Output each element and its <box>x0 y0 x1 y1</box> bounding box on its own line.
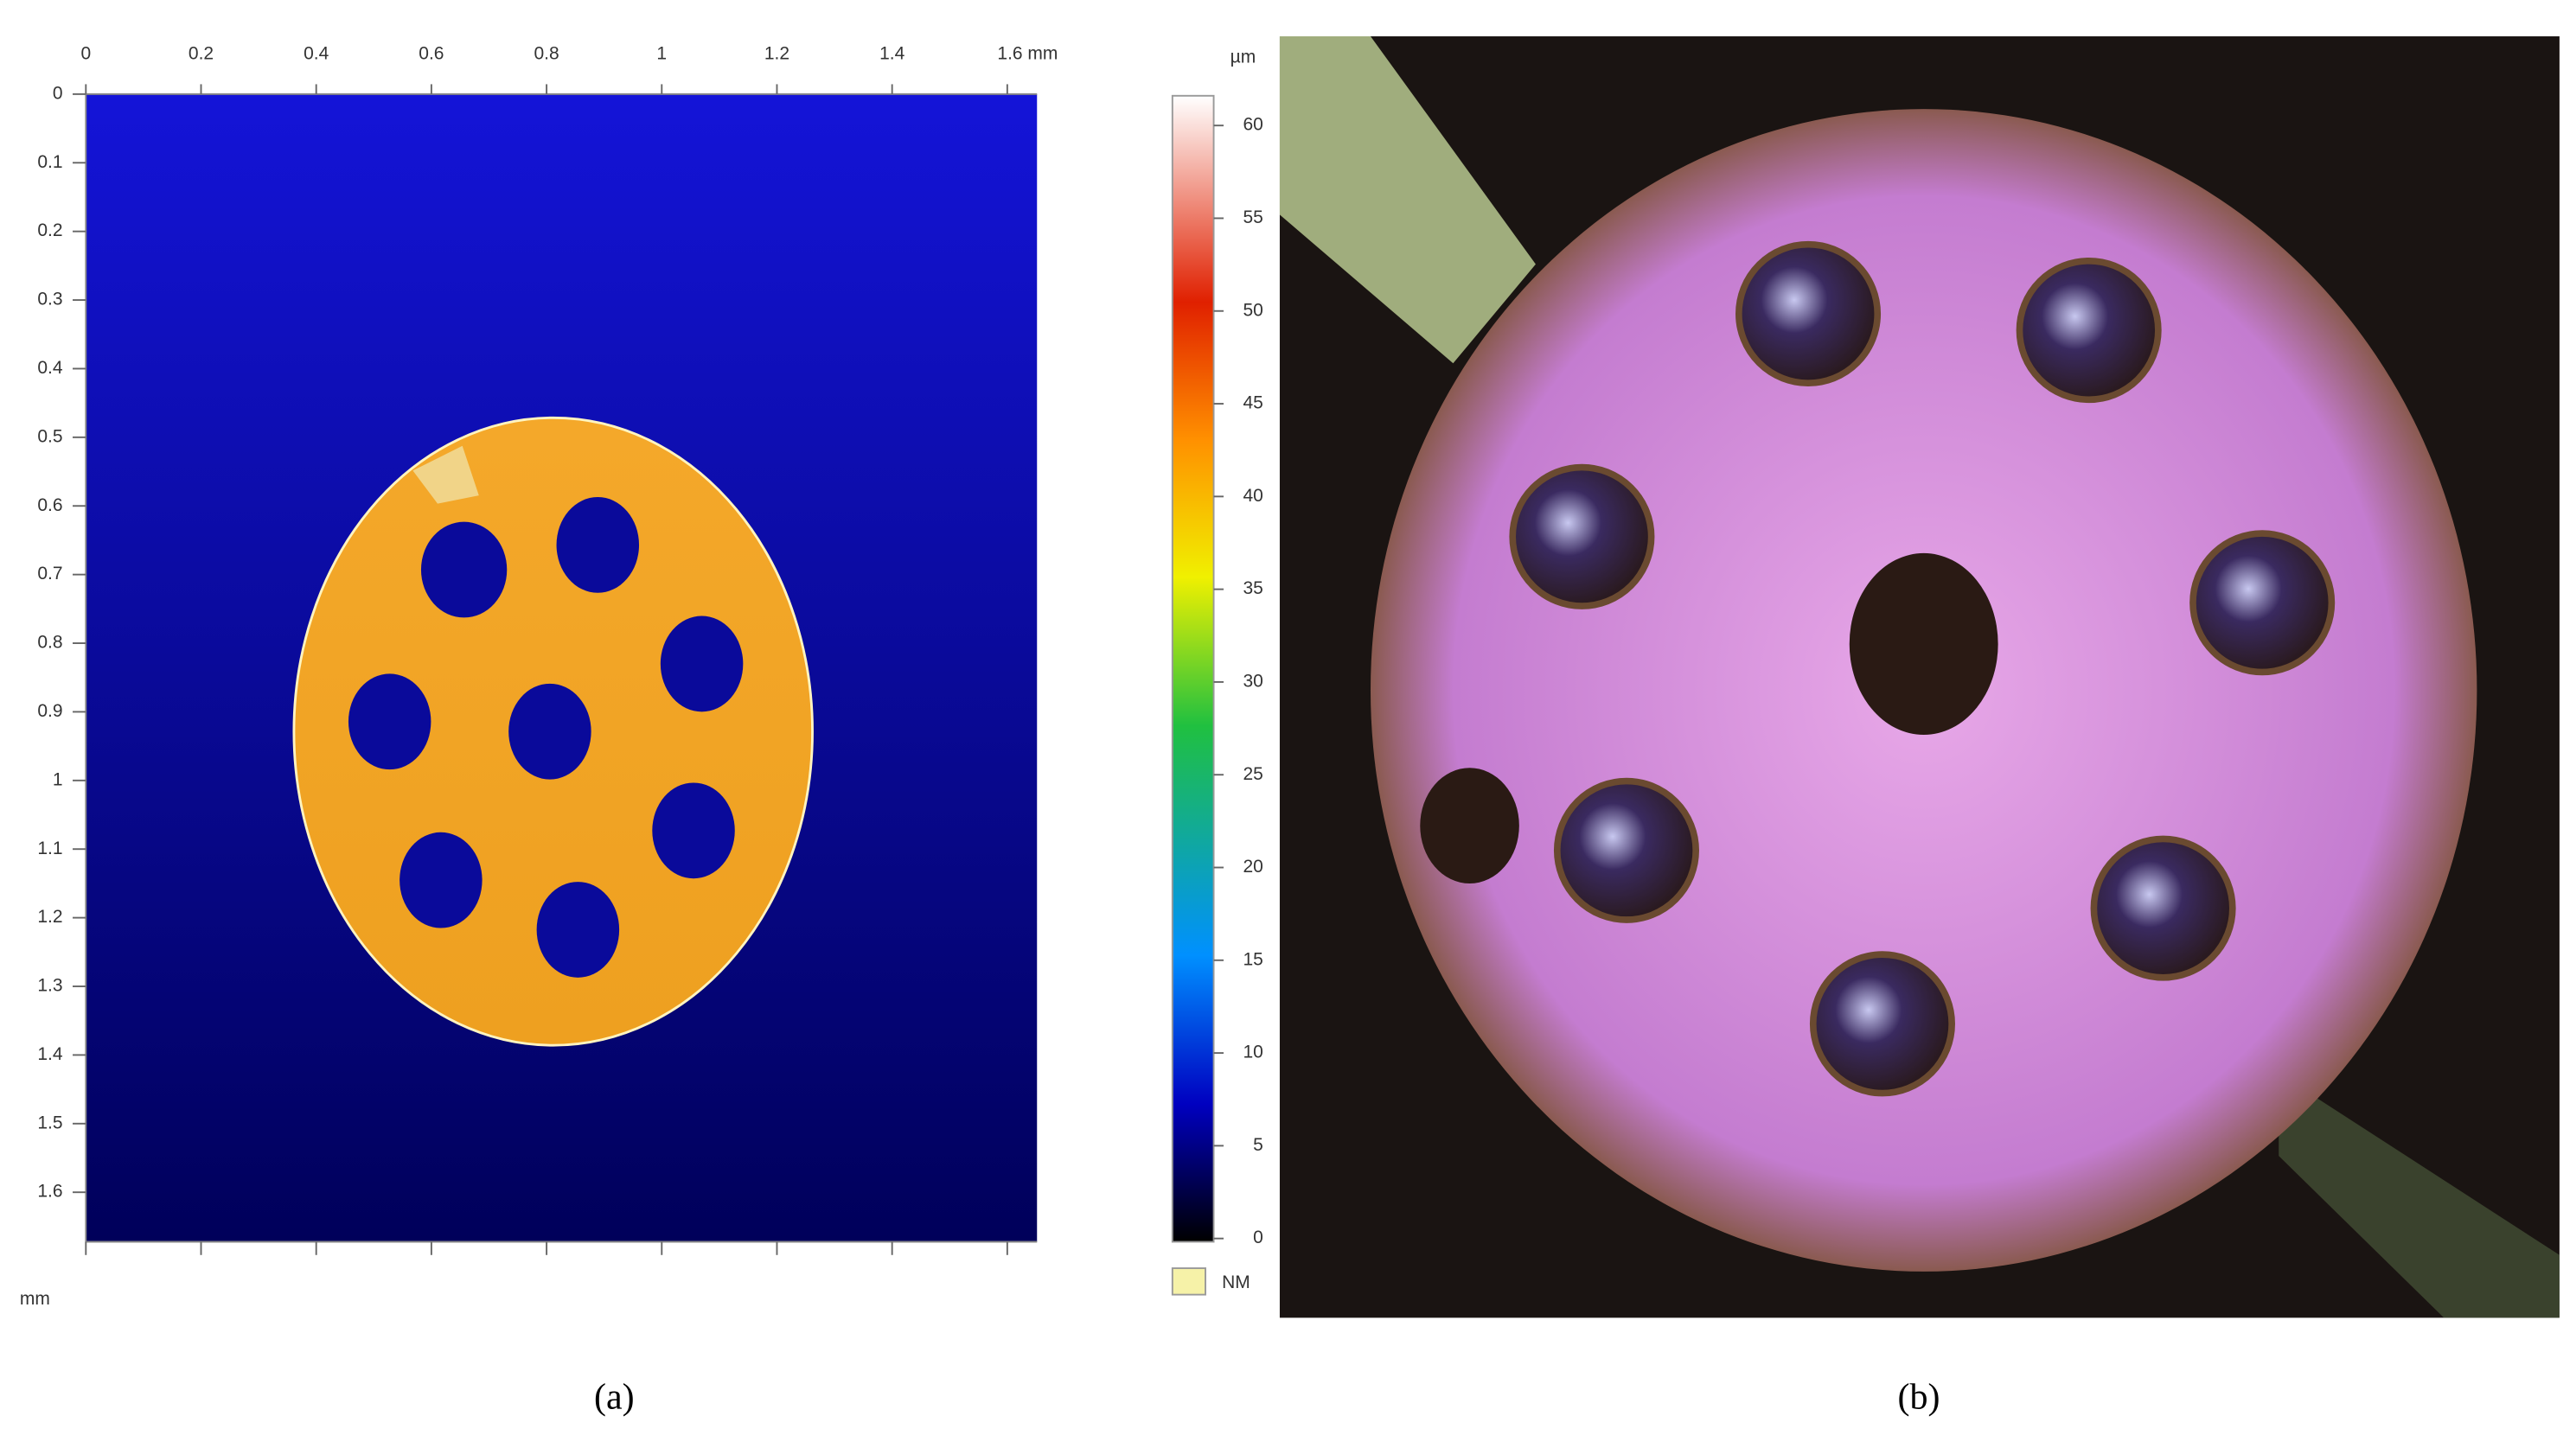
y-tick-label: 0.2 <box>37 220 62 240</box>
y-tick-label: 0 <box>53 83 63 103</box>
colorbar-tick-label: 45 <box>1243 393 1263 413</box>
x-tick-label: 1.4 <box>879 44 905 64</box>
x-tick-label: 1.6 mm <box>997 44 1058 64</box>
x-tick-label: 0 <box>80 44 91 64</box>
colorbar-tick-label: 15 <box>1243 949 1263 969</box>
colorbar <box>1171 94 1215 1243</box>
y-tick-label: 1 <box>53 769 63 789</box>
photo <box>1279 36 2560 1318</box>
x-tick-label: 0.4 <box>304 44 329 64</box>
colorbar-unit: µm <box>1230 47 1256 67</box>
y-tick-label: 0.4 <box>37 358 63 378</box>
colorbar-tick-label: 10 <box>1243 1043 1263 1062</box>
y-tick-label: 0.3 <box>37 290 62 309</box>
y-tick-label: 1.5 <box>37 1113 62 1132</box>
y-tick-label: 0.9 <box>37 701 62 721</box>
y-tick-label: 1.1 <box>37 839 62 858</box>
nm-label: NM <box>1222 1272 1250 1292</box>
y-tick-label: 0.6 <box>37 495 62 515</box>
colorbar-tick-label: 25 <box>1243 764 1263 784</box>
y-tick-label: 1.6 <box>37 1182 62 1202</box>
colorbar-tick-label: 30 <box>1243 671 1263 691</box>
colorbar-tick-label: 35 <box>1243 578 1263 598</box>
caption-b: (b) <box>1897 1378 1940 1418</box>
colorbar-tick-label: 55 <box>1243 207 1263 227</box>
nm-swatch <box>1171 1267 1206 1296</box>
y-tick-label: 1.2 <box>37 907 62 927</box>
colorbar-tick-label: 5 <box>1253 1135 1263 1155</box>
y-tick-label: 1.4 <box>37 1044 63 1064</box>
x-tick-label: 0.2 <box>189 44 214 64</box>
colorbar-tick-label: 50 <box>1243 300 1263 320</box>
x-tick-label: 1 <box>656 44 667 64</box>
y-tick-label: 0.5 <box>37 426 62 446</box>
x-tick-label: 0.8 <box>534 44 559 64</box>
colorbar-tick-label: 0 <box>1253 1228 1263 1247</box>
y-unit: mm <box>20 1289 50 1309</box>
colorbar-tick-label: 60 <box>1243 115 1263 135</box>
disk-profile <box>292 416 814 1047</box>
caption-a: (a) <box>594 1378 635 1418</box>
y-tick-label: 0.8 <box>37 633 62 653</box>
colorbar-tick-label: 40 <box>1243 486 1263 506</box>
x-tick-label: 0.6 <box>419 44 444 64</box>
y-tick-label: 1.3 <box>37 976 62 996</box>
colorbar-tick-label: 20 <box>1243 857 1263 877</box>
x-tick-label: 1.2 <box>764 44 789 64</box>
y-tick-label: 0.1 <box>37 152 62 172</box>
y-tick-label: 0.7 <box>37 564 62 584</box>
